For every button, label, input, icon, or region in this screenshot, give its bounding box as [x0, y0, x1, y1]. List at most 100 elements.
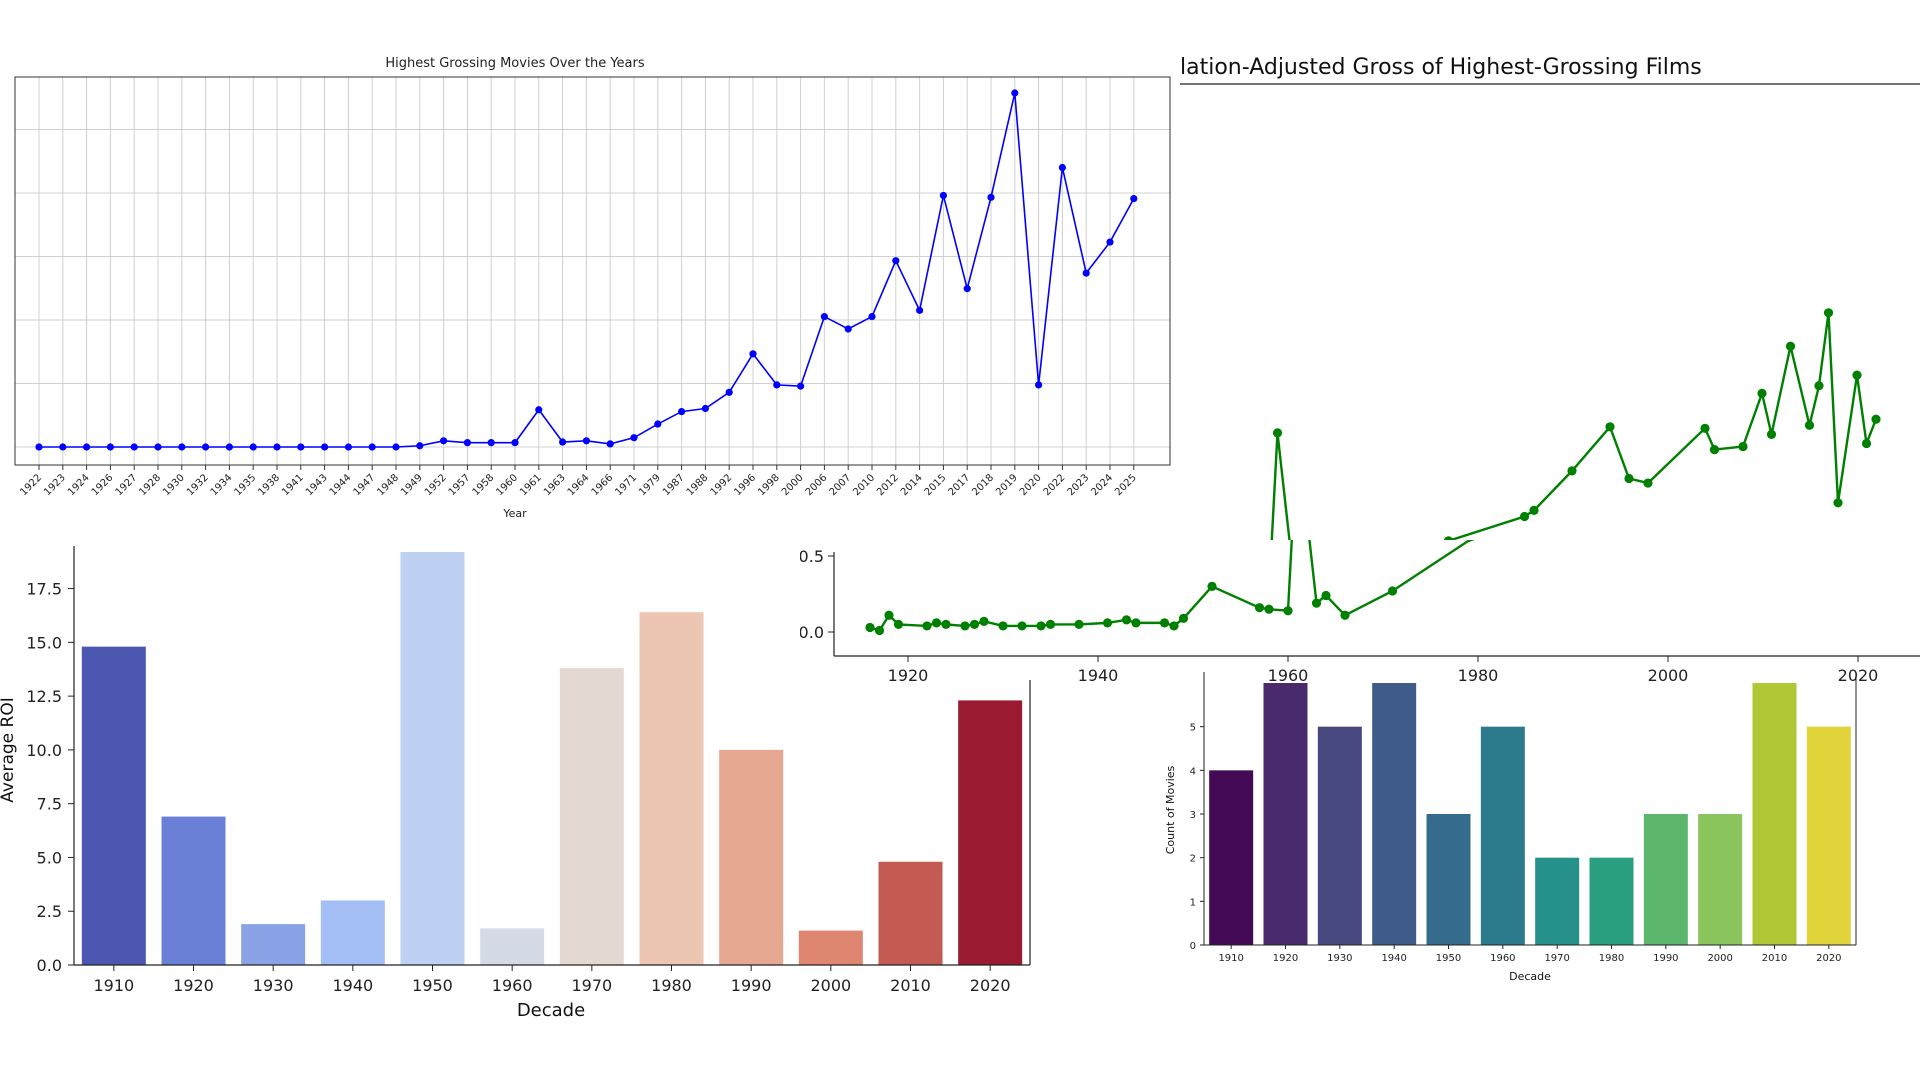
- inflation-data-point-lower: [960, 621, 970, 631]
- grossing-data-point: [416, 442, 424, 450]
- inflation-data-point-lower: [884, 610, 894, 620]
- count-x-tick-label: 1990: [1653, 953, 1678, 964]
- grossing-x-tick-label: 1930: [161, 472, 187, 498]
- count-x-tick-label: 1930: [1327, 953, 1352, 964]
- inflation-data-point-lower: [941, 619, 951, 629]
- grossing-x-tick-label: 1979: [637, 472, 663, 498]
- inflation-data-point-lower: [1283, 606, 1293, 616]
- grossing-x-tick-label: 1927: [114, 472, 140, 498]
- inflation-data-point-upper: [1709, 445, 1720, 455]
- grossing-x-tick-label: 1934: [209, 472, 235, 498]
- grossing-x-tick-label: 1952: [423, 472, 449, 498]
- grossing-x-tick-label: 1948: [375, 472, 401, 498]
- roi-y-tick-label: 5.0: [37, 848, 62, 867]
- roi-bar: [320, 900, 385, 965]
- inflation-data-point-lower: [1159, 618, 1170, 628]
- grossing-data-point: [1106, 238, 1114, 246]
- grossing-x-tick-label: 2015: [923, 472, 949, 498]
- grossing-x-tick-label: 1943: [304, 472, 330, 498]
- inflation-data-point-lower: [1311, 598, 1322, 608]
- roi-bar: [241, 924, 306, 965]
- count-bar: [1643, 814, 1688, 945]
- grossing-data-point: [820, 312, 829, 321]
- roi-bar: [798, 930, 863, 965]
- inflation-data-point-lower: [931, 618, 942, 628]
- grossing-data-point: [154, 443, 162, 451]
- roi-bar: [480, 928, 545, 965]
- inflation-data-point-upper: [1766, 429, 1777, 439]
- roi-bar: [400, 552, 465, 965]
- grossing-data-point: [535, 406, 543, 414]
- grossing-data-point: [392, 443, 400, 451]
- grossing-data-point: [844, 325, 852, 333]
- inflation-line-chart: lation-Adjusted Gross of Highest-Grossin…: [1180, 55, 1920, 617]
- count-bar: [1426, 814, 1471, 945]
- inflation-data-point-upper: [1700, 423, 1710, 433]
- grossing-x-tick-label: 2010: [851, 472, 877, 498]
- grossing-line-chart: Highest Grossing Movies Over the Years Y…: [14, 56, 1171, 520]
- grossing-data-point: [35, 443, 43, 451]
- grossing-x-tick-label: 1996: [732, 472, 758, 498]
- count-y-tick-label: 4: [1190, 766, 1196, 777]
- roi-bar: [559, 668, 624, 965]
- grossing-x-tick-label: 2024: [1089, 472, 1115, 498]
- inflation-data-point-lower: [998, 621, 1008, 631]
- count-x-tick-label: 2000: [1707, 953, 1732, 964]
- grossing-data-point: [202, 443, 210, 451]
- grossing-x-tick-label: 2000: [780, 472, 806, 498]
- grossing-data-point: [654, 420, 662, 428]
- count-x-tick-label: 1940: [1381, 953, 1406, 964]
- inflation-data-point-upper: [1624, 473, 1634, 484]
- grossing-x-tick-label: 2012: [875, 472, 901, 498]
- grossing-data-point: [939, 191, 948, 200]
- grossing-data-point: [297, 443, 305, 451]
- roi-x-tick-label: 1980: [651, 976, 692, 995]
- grossing-data-point: [797, 382, 805, 390]
- inflation-data-point-lower: [1264, 604, 1274, 614]
- inflation-x-tick-label: 1980: [1458, 666, 1499, 685]
- roi-x-tick-label: 2000: [810, 976, 851, 995]
- grossing-x-tick-label: 1932: [185, 472, 211, 498]
- grossing-x-tick-label: 1947: [352, 472, 378, 498]
- roi-y-tick-label: 2.5: [37, 902, 62, 921]
- inflation-data-point-lower: [1074, 619, 1084, 629]
- count-x-tick-label: 1910: [1218, 953, 1243, 964]
- grossing-x-tick-label: 2007: [828, 472, 854, 498]
- roi-y-tick-label: 10.0: [26, 741, 62, 760]
- grossing-plot-frame: [14, 76, 1171, 466]
- roi-x-tick-label: 1910: [93, 976, 134, 995]
- inflation-data-point-upper: [1605, 422, 1615, 432]
- grossing-chart-title: Highest Grossing Movies Over the Years: [385, 56, 645, 71]
- grossing-x-tick-label: 1960: [494, 472, 520, 498]
- grossing-x-tick-label: 1961: [518, 472, 544, 498]
- inflation-lower-background: [800, 540, 1920, 660]
- inflation-data-point-upper: [1738, 441, 1748, 452]
- grossing-x-tick-label: 1938: [256, 472, 282, 498]
- roi-y-tick-label: 0.0: [37, 956, 62, 975]
- grossing-data-point: [749, 350, 757, 358]
- inflation-data-point-lower: [1321, 590, 1331, 601]
- grossing-x-tick-label: 2019: [994, 472, 1020, 498]
- grossing-x-tick-label: 1966: [590, 472, 616, 498]
- roi-bar: [878, 861, 943, 965]
- grossing-data-point: [368, 443, 376, 451]
- grossing-data-point: [487, 439, 495, 447]
- inflation-data-point-lower: [979, 616, 989, 626]
- grossing-data-point: [725, 388, 733, 396]
- count-bar: [1317, 726, 1362, 945]
- roi-bar: [958, 700, 1023, 965]
- grossing-data-point: [178, 443, 186, 451]
- inflation-x-tick-label: 2000: [1648, 666, 1689, 685]
- roi-y-tick-label: 17.5: [26, 580, 62, 599]
- inflation-data-point-lower: [1131, 618, 1141, 628]
- inflation-data-point-lower: [865, 622, 875, 633]
- count-x-tick-label: 1980: [1599, 953, 1624, 964]
- inflation-data-point-lower: [922, 621, 932, 631]
- count-y-tick-label: 0: [1190, 941, 1196, 952]
- inflation-data-point-upper: [1814, 381, 1824, 391]
- count-x-axis-label: Decade: [1509, 970, 1551, 983]
- grossing-data-point: [773, 381, 781, 389]
- grossing-data-point: [1011, 89, 1019, 97]
- count-x-tick-label: 1960: [1490, 953, 1515, 964]
- grossing-data-point: [440, 437, 448, 445]
